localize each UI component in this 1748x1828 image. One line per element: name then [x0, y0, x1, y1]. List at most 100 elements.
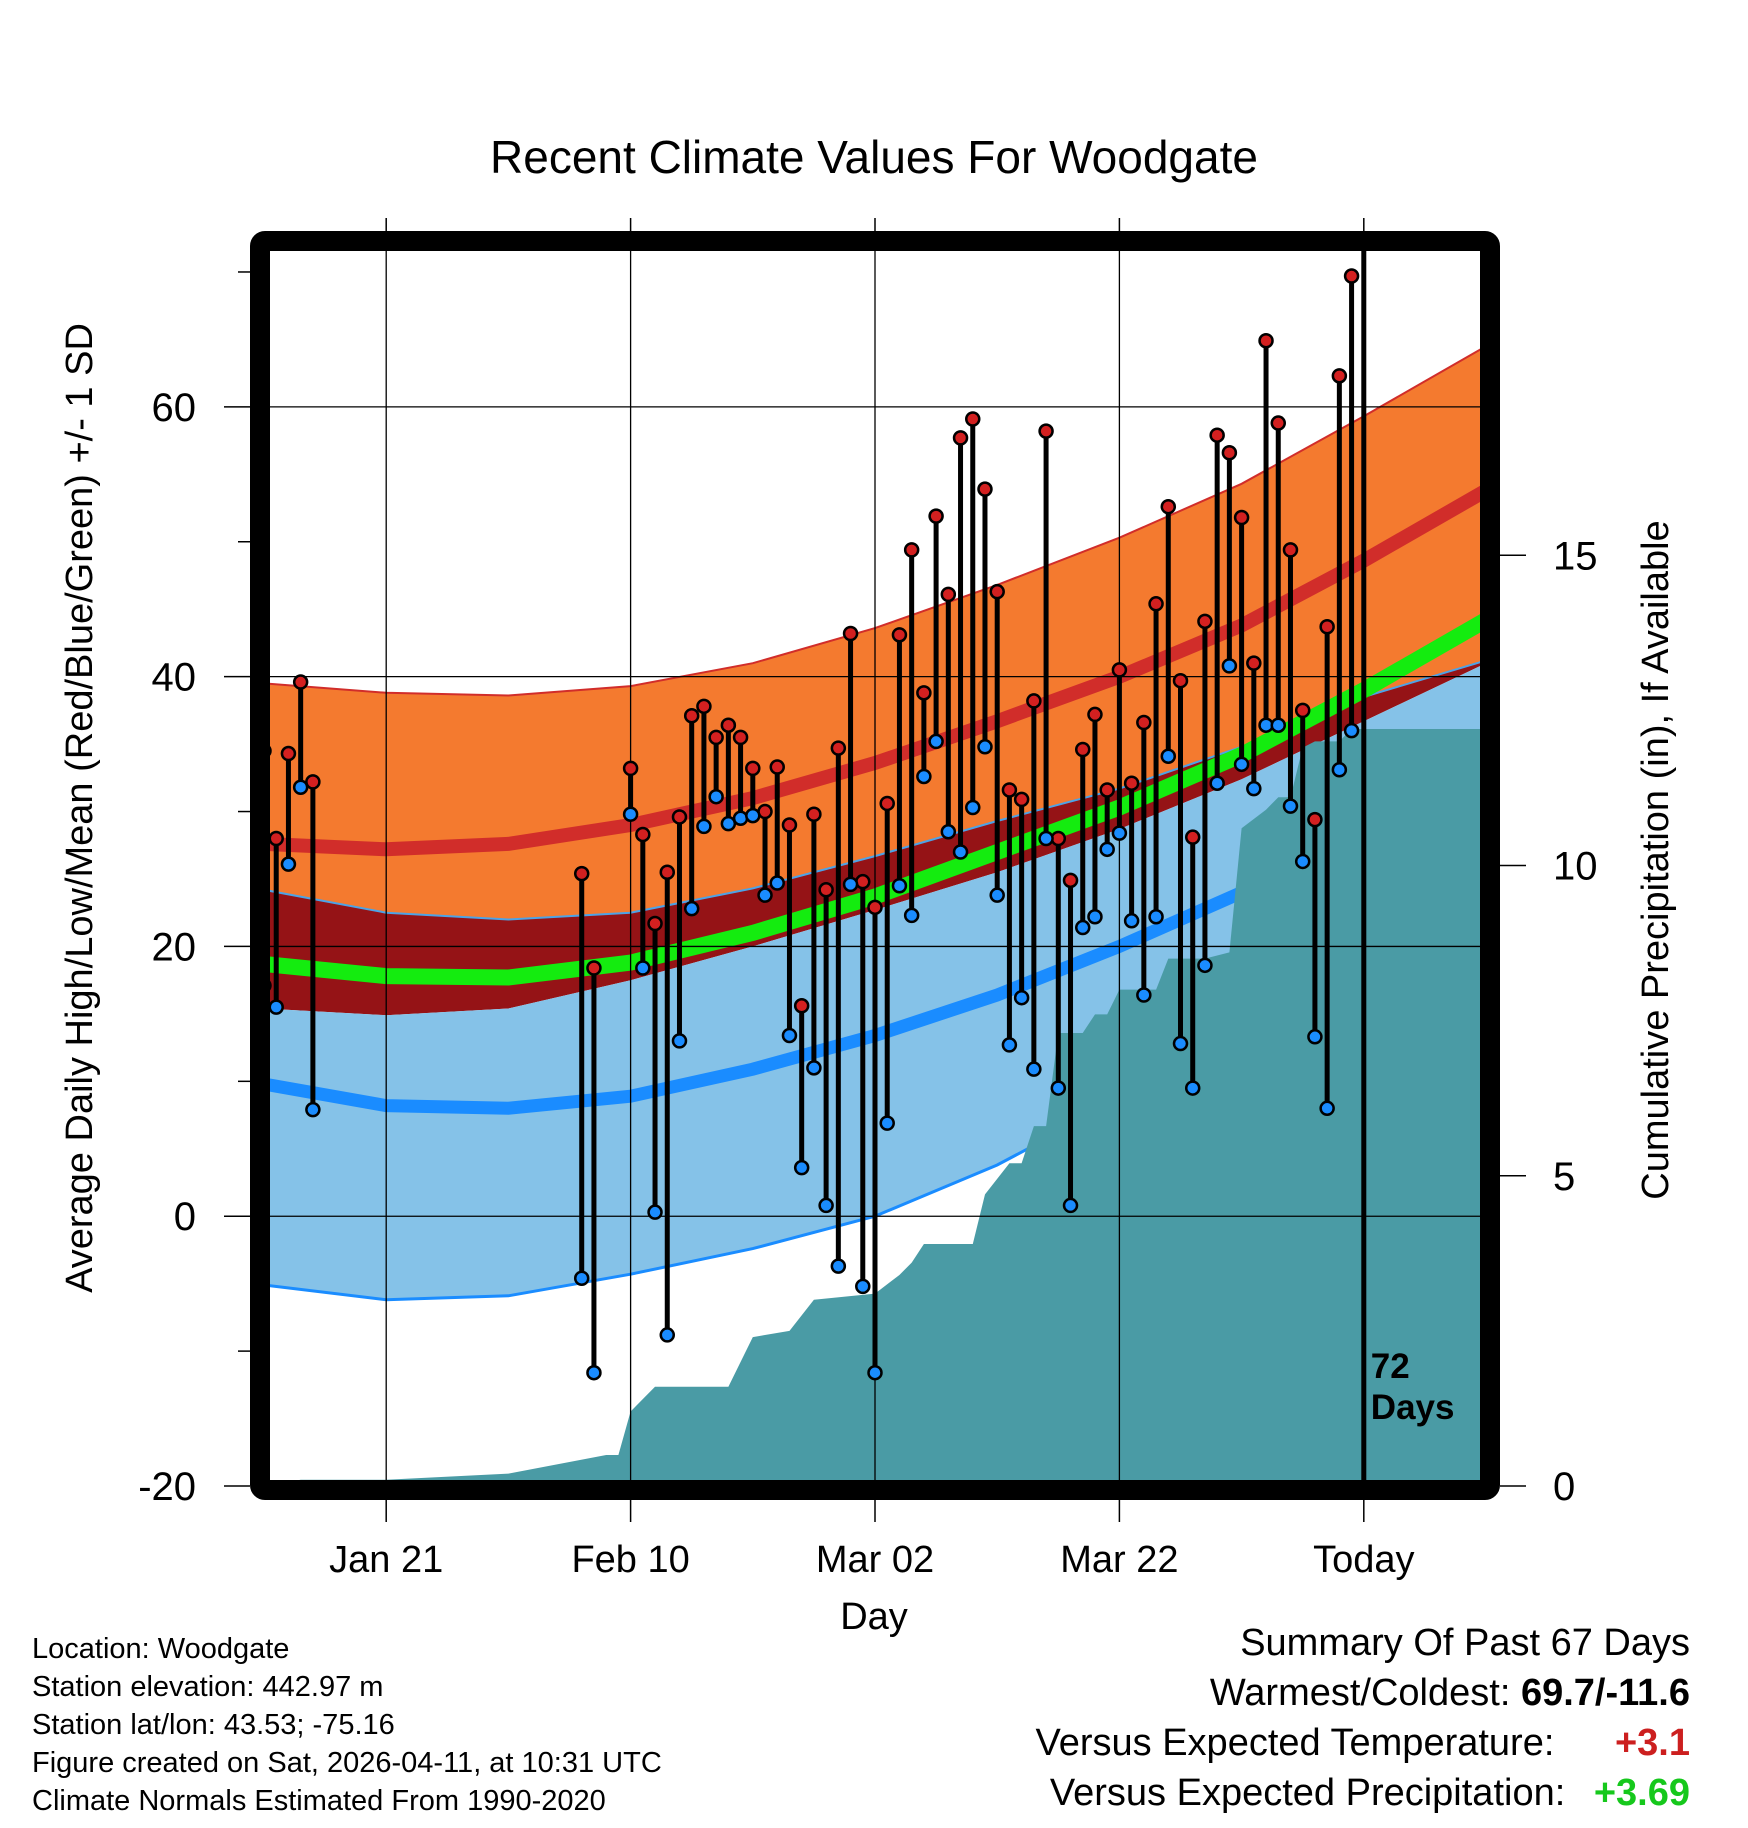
daily-low-point: [991, 889, 1004, 902]
daily-high-point: [991, 585, 1004, 598]
daily-low-point: [649, 1206, 662, 1219]
daily-low-point: [893, 879, 906, 892]
daily-high-point: [1333, 369, 1346, 382]
latlon-text: Station lat/lon: 43.53; -75.16: [32, 1706, 662, 1744]
daily-low-point: [881, 1117, 894, 1130]
summary-title: Summary Of Past 67 Days: [1035, 1618, 1690, 1668]
daily-high-point: [1235, 511, 1248, 524]
daily-high-point: [783, 819, 796, 832]
daily-low-point: [1333, 763, 1346, 776]
warmest-coldest-label: Warmest/Coldest:: [1210, 1672, 1511, 1714]
daily-high-point: [1321, 620, 1334, 633]
daily-low-point: [294, 781, 307, 794]
chart-title: Recent Climate Values For Woodgate: [490, 131, 1258, 183]
daily-high-point: [710, 731, 723, 744]
daily-low-point: [844, 878, 857, 891]
daily-high-point: [270, 832, 283, 845]
x-tick-label: Feb 10: [571, 1539, 689, 1581]
y-axis-label: Average Daily High/Low/Mean (Red/Blue/Gr…: [59, 323, 101, 1293]
daily-low-point: [771, 877, 784, 890]
daily-low-point: [697, 820, 710, 833]
climate-chart: Recent Climate Values For Woodgate 72Day…: [0, 0, 1748, 1828]
daily-high-point: [905, 543, 918, 556]
location-text: Location: Woodgate: [32, 1630, 662, 1668]
x-tick-label: Jan 21: [329, 1539, 443, 1581]
daily-high-point: [1247, 657, 1260, 670]
created-text: Figure created on Sat, 2026-04-11, at 10…: [32, 1744, 662, 1782]
daily-low-point: [1247, 782, 1260, 795]
elevation-text: Station elevation: 442.97 m: [32, 1668, 662, 1706]
daily-high-point: [856, 875, 869, 888]
y-tick-label: -20: [138, 1465, 196, 1509]
daily-high-point: [294, 676, 307, 689]
y2-tick-label: 15: [1553, 534, 1598, 578]
daily-low-point: [905, 909, 918, 922]
precip-anomaly-value: +3.69: [1594, 1768, 1690, 1818]
y2-axis-label: Cumulative Precipitation (in), If Availa…: [1635, 520, 1677, 1199]
daily-high-point: [1003, 783, 1016, 796]
daily-low-point: [1296, 855, 1309, 868]
daily-high-point: [649, 917, 662, 930]
daily-high-point: [697, 700, 710, 713]
daily-low-point: [1040, 832, 1053, 845]
daily-high-point: [1150, 597, 1163, 610]
today-days-label: 72: [1371, 1347, 1410, 1386]
daily-low-point: [1308, 1030, 1321, 1043]
daily-low-point: [1272, 719, 1285, 732]
daily-low-point: [1015, 991, 1028, 1004]
daily-high-point: [1308, 813, 1321, 826]
daily-high-point: [722, 719, 735, 732]
daily-high-point: [893, 628, 906, 641]
daily-high-point: [1137, 716, 1150, 729]
daily-high-point: [1211, 429, 1224, 442]
temp-anomaly-label: Versus Expected Temperature:: [1035, 1722, 1554, 1764]
daily-high-point: [966, 413, 979, 426]
daily-low-point: [917, 770, 930, 783]
daily-high-point: [807, 808, 820, 821]
daily-low-point: [306, 1103, 319, 1116]
daily-low-point: [1137, 988, 1150, 1001]
daily-high-point: [1260, 334, 1273, 347]
summary-precip-anomaly: Versus Expected Precipitation: +3.69: [1035, 1768, 1690, 1818]
daily-high-point: [1027, 694, 1040, 707]
daily-high-point: [1198, 615, 1211, 628]
plot-content: [258, 245, 1487, 1486]
daily-high-point: [587, 962, 600, 975]
y2-tick-label: 0: [1553, 1465, 1575, 1509]
daily-high-point: [1174, 674, 1187, 687]
y2-tick-label: 5: [1553, 1155, 1575, 1199]
daily-high-point: [1076, 743, 1089, 756]
daily-low-point: [1101, 843, 1114, 856]
y2-tick-label: 10: [1553, 845, 1598, 889]
daily-high-point: [1345, 270, 1358, 283]
daily-high-point: [771, 761, 784, 774]
daily-low-point: [1125, 914, 1138, 927]
temp-anomaly-value: +3.1: [1615, 1718, 1690, 1768]
daily-low-point: [1174, 1037, 1187, 1050]
daily-low-point: [820, 1199, 833, 1212]
daily-low-point: [759, 889, 772, 902]
daily-high-point: [917, 686, 930, 699]
daily-low-point: [1076, 921, 1089, 934]
daily-low-point: [587, 1366, 600, 1379]
daily-high-point: [673, 810, 686, 823]
y-tick-label: 60: [152, 386, 197, 430]
daily-low-point: [1052, 1082, 1065, 1095]
daily-high-point: [575, 867, 588, 880]
daily-high-point: [978, 483, 991, 496]
daily-high-point: [1284, 543, 1297, 556]
daily-high-point: [869, 901, 882, 914]
daily-high-point: [1040, 425, 1053, 438]
daily-low-point: [673, 1034, 686, 1047]
y-tick-label: 0: [174, 1195, 196, 1239]
daily-high-point: [820, 883, 833, 896]
daily-high-point: [624, 762, 637, 775]
daily-low-point: [795, 1161, 808, 1174]
summary-warmest-coldest: Warmest/Coldest: 69.7/-11.6: [1035, 1668, 1690, 1718]
daily-high-point: [1223, 446, 1236, 459]
daily-low-point: [710, 790, 723, 803]
today-days-label: Days: [1371, 1388, 1455, 1427]
daily-high-point: [282, 747, 295, 760]
daily-low-point: [734, 812, 747, 825]
